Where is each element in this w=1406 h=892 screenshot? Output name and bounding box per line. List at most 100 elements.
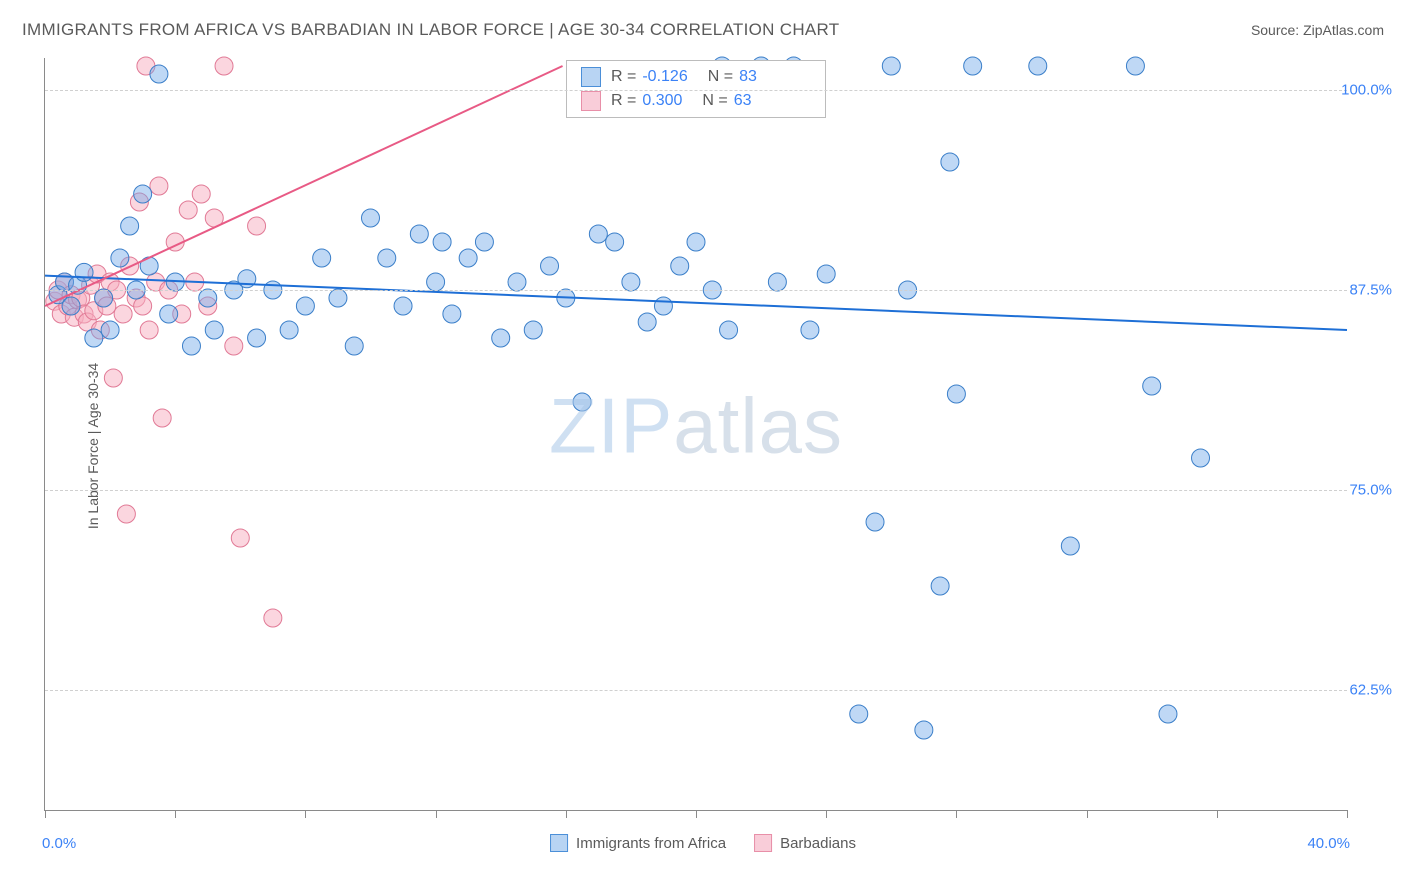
data-point xyxy=(1143,377,1161,395)
trend-line-pink xyxy=(45,66,563,306)
data-point xyxy=(394,297,412,315)
y-tick-label: 62.5% xyxy=(1349,682,1392,699)
data-point xyxy=(179,201,197,219)
data-point xyxy=(573,393,591,411)
data-point xyxy=(192,185,210,203)
x-tick xyxy=(436,810,437,818)
data-point xyxy=(296,297,314,315)
data-point xyxy=(915,721,933,739)
data-point xyxy=(882,57,900,75)
data-point xyxy=(768,273,786,291)
data-point xyxy=(182,337,200,355)
data-point xyxy=(140,321,158,339)
r-label: R = xyxy=(611,68,636,86)
data-point xyxy=(1192,449,1210,467)
data-point xyxy=(427,273,445,291)
data-point xyxy=(329,289,347,307)
data-point xyxy=(150,177,168,195)
x-tick-max: 40.0% xyxy=(1307,835,1350,852)
data-point xyxy=(410,225,428,243)
n-value: 83 xyxy=(739,68,757,86)
data-point xyxy=(264,609,282,627)
data-point xyxy=(134,185,152,203)
data-point xyxy=(62,297,80,315)
data-point xyxy=(111,249,129,267)
data-point xyxy=(362,209,380,227)
grid-line xyxy=(45,90,1347,91)
x-tick xyxy=(45,810,46,818)
data-point xyxy=(150,65,168,83)
legend-item-1: Immigrants from Africa xyxy=(550,834,726,852)
data-point xyxy=(964,57,982,75)
data-point xyxy=(866,513,884,531)
data-point xyxy=(459,249,477,267)
data-point xyxy=(313,249,331,267)
data-point xyxy=(947,385,965,403)
stats-legend-row-1: R = -0.126 N = 83 xyxy=(581,67,811,87)
data-point xyxy=(671,257,689,275)
y-tick-label: 100.0% xyxy=(1341,82,1392,99)
x-tick xyxy=(1217,810,1218,818)
data-point xyxy=(524,321,542,339)
x-tick xyxy=(175,810,176,818)
x-tick xyxy=(696,810,697,818)
swatch-blue xyxy=(581,67,601,87)
data-point xyxy=(654,297,672,315)
data-point xyxy=(104,369,122,387)
data-point xyxy=(101,321,119,339)
data-point xyxy=(215,57,233,75)
trend-line-blue xyxy=(45,276,1347,330)
n-label: N = xyxy=(708,68,733,86)
data-point xyxy=(114,305,132,323)
data-point xyxy=(589,225,607,243)
data-point xyxy=(622,273,640,291)
r-label: R = xyxy=(611,92,636,110)
series-legend: Immigrants from Africa Barbadians xyxy=(550,834,856,852)
x-tick xyxy=(305,810,306,818)
data-point xyxy=(606,233,624,251)
y-tick-label: 87.5% xyxy=(1349,282,1392,299)
plot-area: ZIPatlas R = -0.126 N = 83 R = 0.300 N =… xyxy=(44,58,1347,811)
legend-label: Barbadians xyxy=(780,835,856,852)
data-point xyxy=(1159,705,1177,723)
data-point xyxy=(492,329,510,347)
data-point xyxy=(160,305,178,323)
data-point xyxy=(248,217,266,235)
data-point xyxy=(134,297,152,315)
x-tick xyxy=(1087,810,1088,818)
source-attribution: Source: ZipAtlas.com xyxy=(1251,22,1384,38)
data-point xyxy=(121,217,139,235)
data-point xyxy=(85,329,103,347)
data-point xyxy=(850,705,868,723)
stats-legend: R = -0.126 N = 83 R = 0.300 N = 63 xyxy=(566,60,826,118)
chart-svg xyxy=(45,58,1347,810)
grid-line xyxy=(45,290,1347,291)
n-value: 63 xyxy=(734,92,752,110)
n-label: N = xyxy=(702,92,727,110)
y-tick-label: 75.0% xyxy=(1349,482,1392,499)
data-point xyxy=(508,273,526,291)
data-point xyxy=(443,305,461,323)
x-tick xyxy=(566,810,567,818)
data-point xyxy=(475,233,493,251)
grid-line xyxy=(45,490,1347,491)
data-point xyxy=(231,529,249,547)
data-point xyxy=(378,249,396,267)
data-point xyxy=(638,313,656,331)
chart-title: IMMIGRANTS FROM AFRICA VS BARBADIAN IN L… xyxy=(22,20,840,40)
data-point xyxy=(280,321,298,339)
legend-label: Immigrants from Africa xyxy=(576,835,726,852)
r-value: 0.300 xyxy=(642,92,682,110)
x-tick-min: 0.0% xyxy=(42,835,76,852)
data-point xyxy=(117,505,135,523)
data-point xyxy=(1029,57,1047,75)
data-point xyxy=(95,289,113,307)
data-point xyxy=(941,153,959,171)
data-point xyxy=(720,321,738,339)
x-tick xyxy=(956,810,957,818)
data-point xyxy=(1126,57,1144,75)
data-point xyxy=(1061,537,1079,555)
data-point xyxy=(433,233,451,251)
data-point xyxy=(817,265,835,283)
data-point xyxy=(248,329,266,347)
